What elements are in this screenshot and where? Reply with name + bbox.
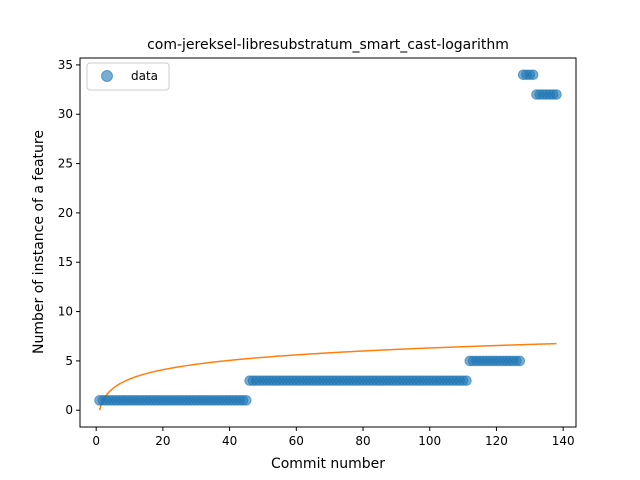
x-tick-label: 120	[485, 434, 508, 448]
data-point	[551, 89, 562, 100]
x-tick-label: 20	[155, 434, 170, 448]
legend-box	[86, 62, 170, 91]
x-tick-label: 140	[552, 434, 575, 448]
legend: data	[86, 62, 170, 91]
x-tick-label: 80	[355, 434, 370, 448]
data-point	[240, 395, 252, 406]
y-axis: 0 5 10 15 20 25 30 35	[58, 58, 80, 417]
y-tick-label: 0	[65, 403, 73, 417]
plot-frame	[79, 57, 577, 428]
y-tick-label: 10	[58, 305, 73, 319]
y-tick-label: 15	[58, 255, 73, 269]
legend-label: data	[131, 69, 158, 83]
x-tick-label: 0	[92, 434, 100, 448]
data-point	[527, 69, 539, 81]
x-axis-label: Commit number	[271, 456, 385, 472]
x-axis: 0 20 40 60 80 100 120 140	[92, 427, 575, 448]
y-axis-label: Number of instance of a feature	[31, 130, 47, 354]
y-tick-label: 20	[58, 206, 73, 220]
fit-line	[98, 342, 557, 411]
data-point	[461, 375, 472, 386]
data-point	[514, 355, 526, 367]
y-tick-label: 25	[58, 157, 73, 171]
x-tick-label: 40	[222, 434, 237, 448]
chart-title: com-jereksel-libresubstratum_smart_cast-…	[147, 37, 509, 53]
plot-area	[79, 57, 577, 428]
y-tick-label: 30	[58, 107, 73, 121]
x-tick-label: 100	[418, 434, 441, 448]
x-tick-label: 60	[289, 434, 304, 448]
y-tick-label: 35	[58, 58, 73, 72]
y-tick-label: 5	[65, 354, 73, 368]
legend-marker	[101, 70, 113, 82]
